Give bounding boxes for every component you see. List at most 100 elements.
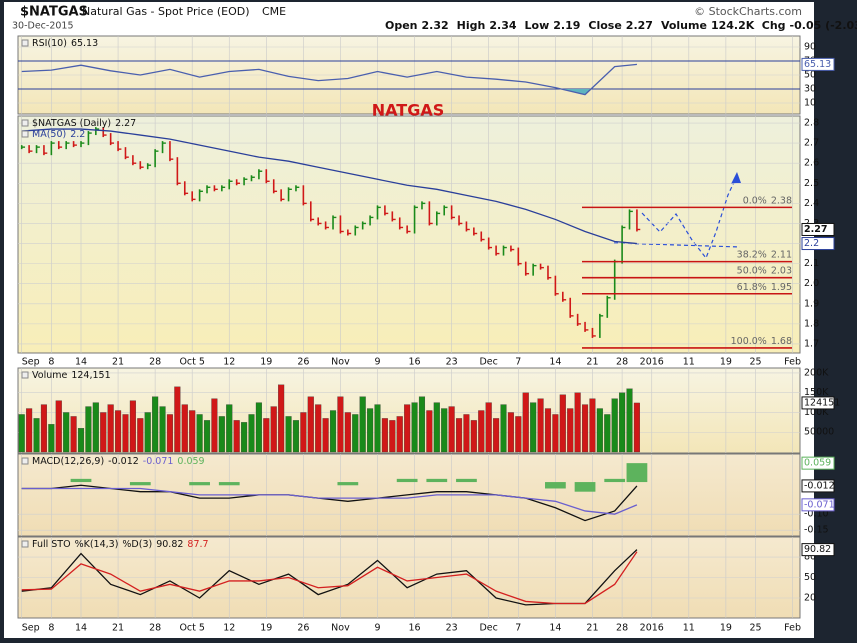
volume-bar <box>500 404 507 453</box>
legend-text: 87.7 <box>187 539 208 550</box>
y-tick-label: 80 <box>804 552 816 563</box>
volume-bar <box>396 416 403 453</box>
histogram-bar <box>189 482 210 486</box>
projection-arrow <box>731 172 741 184</box>
x-tick-label: 25 <box>749 623 761 634</box>
volume-bar <box>470 420 477 453</box>
fib-value: 2.11 <box>771 249 792 260</box>
histogram-bar <box>545 482 566 489</box>
x-tick-label: 19 <box>720 357 732 368</box>
legend-text: -0.012 <box>108 456 139 467</box>
volume-bar <box>255 402 262 453</box>
y-tick-label: 2.5 <box>804 178 819 189</box>
x-tick-label: 2016 <box>640 623 664 634</box>
volume-bar <box>493 418 500 453</box>
legend-text: 90.82 <box>156 539 183 550</box>
x-tick-label: 14 <box>549 357 561 368</box>
x-tick-label: Nov <box>331 623 350 634</box>
legend-marker <box>21 371 29 379</box>
last-value-box <box>801 57 835 71</box>
volume-bar <box>278 384 285 453</box>
source: © StockCharts.com <box>694 5 802 18</box>
volume-bar <box>485 402 492 453</box>
x-tick-label: 26 <box>297 357 309 368</box>
volume-bar <box>300 412 307 453</box>
quote: Open 2.32 High 2.34 Low 2.19 Close 2.27 Volume 12… <box>385 19 857 32</box>
volume-bar <box>248 414 255 453</box>
x-tick-label: 16 <box>409 623 421 634</box>
volume-bar <box>40 404 47 453</box>
x-tick-label: 8 <box>48 357 54 368</box>
volume-bar <box>33 418 40 453</box>
y-tick-label: -0.15 <box>804 525 829 536</box>
fib-label: 100.0% 1.68 <box>731 335 792 346</box>
fib-percent: 38.2% <box>737 249 767 260</box>
x-tick-label: 23 <box>446 357 458 368</box>
y-tick-label: 2.4 <box>804 198 819 209</box>
histogram-bar <box>626 463 648 483</box>
volume-bar <box>218 416 225 453</box>
quote-value: 2.32 <box>422 19 449 32</box>
last-value-box <box>801 456 835 470</box>
x-tick-label: Feb <box>784 357 801 368</box>
volume-bar <box>285 416 292 453</box>
volume-bar <box>389 420 396 453</box>
volume-bar <box>77 428 85 453</box>
series-line <box>21 128 637 245</box>
x-tick-label: Oct 5 <box>179 357 205 368</box>
quote-label: High <box>457 19 486 32</box>
fib-percent: 0.0% <box>743 195 767 206</box>
fib-percent: 50.0% <box>737 265 767 276</box>
volume-bar <box>211 398 218 453</box>
volume-bar <box>582 404 589 453</box>
volume-bar <box>189 410 196 453</box>
date: 30-Dec-2015 <box>12 21 74 32</box>
fib-label: 38.2% 2.11 <box>737 249 792 260</box>
quote-value: 2.27 <box>626 19 653 32</box>
quote-label: Close <box>588 19 621 32</box>
fib-value: 1.68 <box>771 335 792 346</box>
volume-bar <box>203 420 211 453</box>
x-tick-label: 16 <box>409 357 421 368</box>
legend-text: 124,151 <box>71 370 110 381</box>
legend: MA(50) 2.2 <box>32 129 85 140</box>
volume-bar <box>315 404 322 453</box>
volume-bar <box>352 414 359 453</box>
legend-marker <box>21 130 29 138</box>
legend-text: MACD(12,26,9) <box>32 456 104 467</box>
volume-bar <box>48 424 55 453</box>
volume-bar <box>18 414 25 453</box>
fib-label: 61.8% 1.95 <box>737 281 792 292</box>
volume-bar <box>441 408 448 453</box>
volume-bar <box>233 420 240 453</box>
y-tick-label: 2.7 <box>804 138 819 149</box>
quote-value: 124.2K <box>711 19 755 32</box>
volume-bar <box>574 392 581 453</box>
volume-bar <box>63 412 70 453</box>
volume-bar <box>433 402 440 453</box>
fib-value: 2.38 <box>771 195 792 206</box>
volume-bar <box>596 408 603 453</box>
x-tick-label: 2016 <box>640 357 664 368</box>
legend-marker <box>21 457 29 465</box>
legend-text: 2.27 <box>115 118 136 129</box>
quote-label: Open <box>385 19 418 32</box>
series-line <box>21 551 638 605</box>
x-tick-label: 19 <box>260 623 272 634</box>
y-tick-label: 50000 <box>804 427 834 438</box>
legend: RSI(10) 65.13 <box>32 38 98 49</box>
x-tick-label: 8 <box>48 623 54 634</box>
volume-bar <box>344 412 351 453</box>
histogram-bar <box>218 482 240 486</box>
x-tick-label: Oct 5 <box>179 623 205 634</box>
volume-bar <box>567 408 574 453</box>
fib-value: 2.03 <box>771 265 792 276</box>
quote-label: Chg <box>762 19 786 32</box>
last-value-label: -0.012 <box>804 480 835 491</box>
legend-text: Full STO <box>32 539 71 550</box>
last-value-box <box>801 479 835 493</box>
volume-bar <box>359 396 366 453</box>
volume-bar <box>418 396 426 453</box>
legend-text: -0.071 <box>143 456 174 467</box>
legend: MACD(12,26,9) -0.012 -0.071 0.059 <box>32 456 205 467</box>
